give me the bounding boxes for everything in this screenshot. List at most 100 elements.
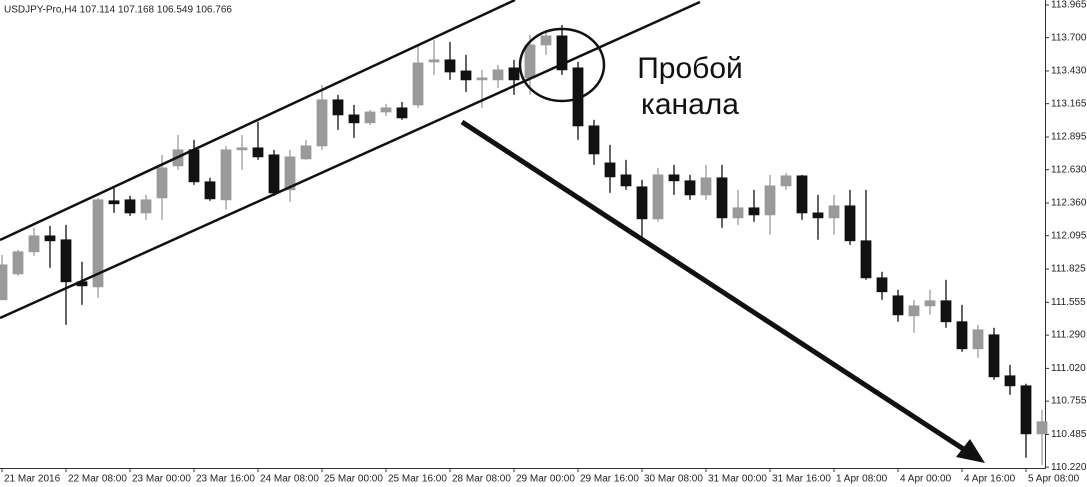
candle-body: [236, 147, 248, 151]
x-tick-label: 23 Mar 00:00: [132, 474, 191, 485]
candle-body: [412, 62, 424, 106]
candle-body: [316, 99, 328, 147]
x-tick-label: 21 Mar 2016: [4, 474, 61, 485]
y-tick-label: 110.220: [1051, 462, 1087, 473]
channel-upper: [0, 0, 516, 242]
candle-body: [204, 181, 216, 200]
candle-body: [540, 35, 552, 46]
annotation: канала: [641, 88, 739, 121]
candle-body: [988, 334, 1000, 378]
x-tick-label: 31 Mar 00:00: [708, 474, 767, 485]
candle-body: [428, 59, 440, 63]
y-tick-label: 112.095: [1051, 230, 1087, 241]
candle-body: [892, 295, 904, 316]
candle-body: [876, 277, 888, 293]
channel-lower: [0, 0, 701, 320]
candle-body: [380, 107, 392, 113]
candle-body: [492, 69, 504, 81]
y-tick-label: 111.555: [1051, 297, 1086, 308]
candle-body: [108, 200, 120, 205]
candle-body: [140, 199, 152, 214]
candle-body: [300, 145, 312, 160]
candle-body: [700, 177, 712, 196]
y-tick-label: 110.485: [1051, 429, 1087, 440]
candle-body: [636, 186, 648, 220]
candles: [0, 24, 1048, 465]
trend-arrow: [460, 119, 970, 455]
candle-body: [12, 251, 24, 275]
candle-body: [908, 305, 920, 317]
y-tick-label: 113.165: [1051, 98, 1087, 109]
y-tick-label: 111.825: [1051, 264, 1086, 275]
arrow-head: [956, 439, 985, 463]
y-tick-label: 112.360: [1051, 198, 1087, 209]
x-tick-label: 29 Mar 00:00: [516, 474, 575, 485]
x-tick-label: 22 Mar 08:00: [68, 474, 127, 485]
y-tick-label: 112.895: [1051, 132, 1087, 143]
candle-body: [268, 154, 280, 194]
candle-body: [780, 175, 792, 187]
candle-body: [956, 321, 968, 350]
candle-body: [124, 199, 136, 214]
candle-body: [1004, 375, 1016, 387]
x-tick-label: 25 Mar 16:00: [388, 474, 447, 485]
x-tick-label: 29 Mar 16:00: [580, 474, 639, 485]
annotation: Пробой: [637, 52, 743, 85]
candle-body: [252, 147, 264, 158]
candle-body: [524, 44, 536, 79]
candle-body: [668, 174, 680, 182]
candle-body: [588, 125, 600, 155]
candle-body: [972, 329, 984, 350]
x-tick-label: 23 Mar 16:00: [196, 474, 255, 485]
candle-body: [60, 239, 72, 283]
candle-body: [812, 212, 824, 219]
candle-body: [396, 107, 408, 119]
x-tick-label: 30 Mar 08:00: [644, 474, 703, 485]
x-tick-label: 31 Mar 16:00: [772, 474, 831, 485]
candle-body: [220, 149, 232, 201]
candle-body: [860, 240, 872, 279]
candle-body: [828, 205, 840, 219]
x-tick-label: 28 Mar 08:00: [452, 474, 511, 485]
candle-body: [748, 207, 760, 216]
y-tick-label: 113.965: [1051, 0, 1087, 11]
y-tick-label: 113.700: [1051, 32, 1087, 43]
candle-body: [684, 180, 696, 196]
candle-body: [604, 162, 616, 178]
x-tick-label: 4 Apr 16:00: [964, 474, 1016, 485]
y-tick-label: 110.755: [1051, 396, 1087, 407]
candle-body: [732, 207, 744, 219]
candle-body: [796, 175, 808, 214]
y-tick-label: 111.290: [1051, 330, 1086, 341]
candle-body: [348, 114, 360, 124]
candle-body: [924, 300, 936, 307]
candle-body: [460, 70, 472, 81]
symbol-header: USDJPY-Pro,H4 107.114 107.168 106.549 10…: [4, 5, 232, 16]
y-tick-label: 111.020: [1051, 363, 1086, 374]
x-tick-label: 4 Apr 00:00: [900, 474, 952, 485]
candle-body: [620, 174, 632, 187]
candle-body: [556, 35, 568, 71]
x-tick-label: 25 Mar 00:00: [324, 474, 383, 485]
candle-body: [332, 99, 344, 116]
candle-body: [1036, 421, 1048, 435]
x-tick-label: 5 Apr 08:00: [1028, 474, 1080, 485]
candle-body: [44, 235, 56, 242]
candle-body: [444, 59, 456, 73]
candle-body: [652, 174, 664, 220]
candle-body: [476, 77, 488, 81]
candle-body: [284, 156, 296, 191]
candle-body: [764, 185, 776, 216]
x-tick-label: 24 Mar 08:00: [260, 474, 319, 485]
candle-body: [28, 235, 40, 253]
y-tick-label: 113.430: [1051, 66, 1087, 77]
candle-body: [1020, 385, 1032, 435]
breakout-circle: [518, 27, 606, 103]
candle-body: [188, 149, 200, 183]
candle-body: [0, 264, 8, 301]
candle-body: [156, 167, 168, 199]
candle-body: [940, 300, 952, 323]
x-tick-label: 1 Apr 08:00: [836, 474, 888, 485]
candle-body: [92, 199, 104, 288]
